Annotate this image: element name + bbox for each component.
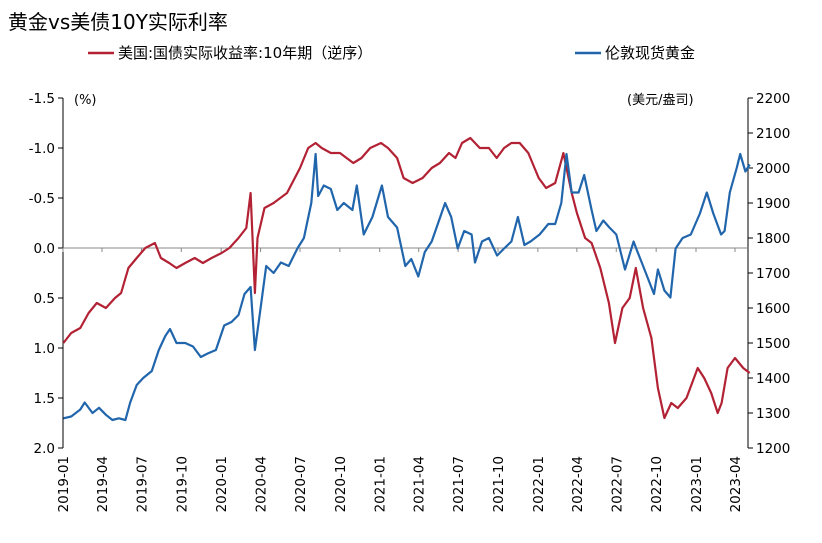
chart-title: 黄金vs美债10Y实际利率 — [8, 10, 228, 34]
x-tick-label: 2023-04 — [728, 456, 744, 512]
right-axis-unit: (美元/盎司) — [627, 93, 694, 108]
legend-label-real-yield: 美国:国债实际收益率:10年期（逆序） — [118, 44, 372, 62]
left-axis-unit: (%) — [74, 93, 97, 108]
x-tick-label: 2023-01 — [689, 456, 705, 512]
left-tick-label: -1.5 — [29, 91, 55, 107]
x-tick-label: 2019-01 — [56, 456, 72, 512]
right-axis-ticks: 1200 1300 1400 1500 1600 1700 1800 1900 2000 2100… — [748, 91, 790, 457]
left-tick-label: 1.0 — [34, 341, 55, 357]
legend-label-gold: 伦敦现货黄金 — [605, 44, 695, 62]
right-tick-label: 1800 — [756, 231, 790, 247]
x-tick-label: 2021-07 — [451, 456, 467, 512]
x-tick-label: 2022-04 — [570, 456, 586, 512]
right-tick-label: 1200 — [756, 441, 790, 457]
legend: 美国:国债实际收益率:10年期（逆序） 伦敦现货黄金 — [88, 44, 695, 62]
x-axis-ticks: 2019-01 2019-04 2019-07 2019-10 2020-01 2020-… — [56, 248, 744, 512]
series-layer — [62, 136, 751, 422]
right-tick-label: 1600 — [756, 301, 790, 317]
right-tick-label: 2200 — [756, 91, 790, 107]
x-tick-label: 2021-04 — [412, 456, 428, 512]
x-tick-label: 2020-10 — [333, 456, 349, 512]
x-tick-label: 2022-01 — [531, 456, 547, 512]
x-tick-label: 2020-07 — [293, 456, 309, 512]
x-tick-label: 2020-01 — [214, 456, 230, 512]
x-tick-label: 2021-01 — [373, 456, 389, 512]
left-tick-label: 0.5 — [34, 291, 55, 307]
right-tick-label: 2000 — [756, 161, 790, 177]
left-tick-label: -1.0 — [29, 141, 55, 157]
left-axis-ticks: -1.5 -1.0 -0.5 0.0 0.5 1.0 1.5 2.0 — [29, 91, 63, 457]
right-tick-label: 1900 — [756, 196, 790, 212]
left-tick-label: 2.0 — [34, 441, 55, 457]
series-line-gold — [63, 152, 751, 422]
x-tick-label: 2019-04 — [95, 456, 111, 512]
right-tick-label: 1300 — [756, 406, 790, 422]
x-tick-label: 2020-04 — [254, 456, 270, 512]
x-tick-label: 2019-07 — [134, 456, 150, 512]
right-tick-label: 1400 — [756, 371, 790, 387]
right-tick-label: 1700 — [756, 266, 790, 282]
x-tick-label: 2021-10 — [491, 456, 507, 512]
x-tick-label: 2019-10 — [174, 456, 190, 512]
x-tick-label: 2022-10 — [649, 456, 665, 512]
right-tick-label: 2100 — [756, 126, 790, 142]
x-tick-label: 2022-07 — [609, 456, 625, 512]
right-tick-label: 1500 — [756, 336, 790, 352]
left-tick-label: -0.5 — [29, 191, 55, 207]
series-line-real-yield — [62, 136, 751, 420]
left-tick-label: 1.5 — [34, 391, 55, 407]
left-tick-label: 0.0 — [34, 241, 55, 257]
